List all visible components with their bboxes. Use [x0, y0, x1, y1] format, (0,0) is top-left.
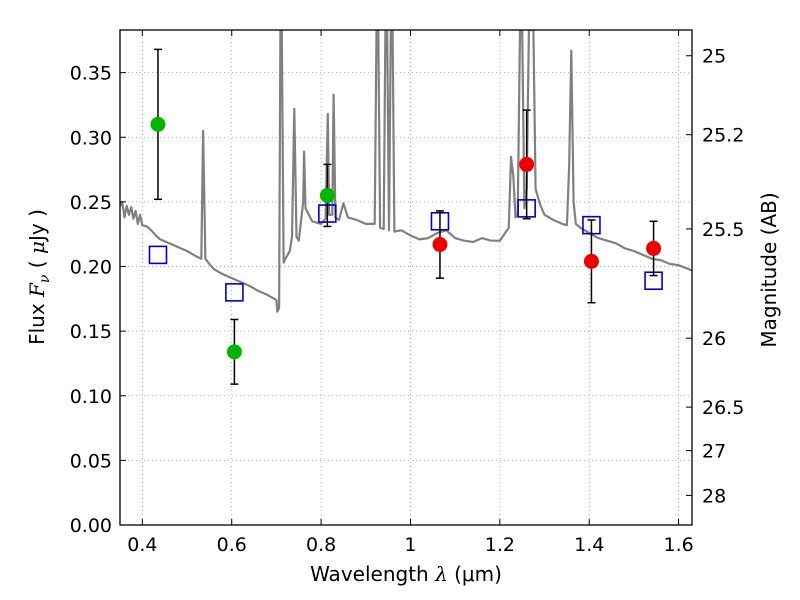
green-point — [226, 344, 242, 360]
x-tick-label: 1.2 — [485, 534, 515, 556]
red-point — [583, 253, 599, 269]
green-point — [319, 187, 335, 203]
green-point — [150, 116, 166, 132]
y-tick-label: 0.10 — [70, 386, 112, 408]
y-tick-label: 0.15 — [70, 321, 112, 343]
y2-tick-label: 28 — [702, 485, 726, 507]
y-tick-label: 0.30 — [70, 127, 112, 149]
y-tick-label: 0.20 — [70, 257, 112, 279]
y-tick-label: 0.25 — [70, 192, 112, 214]
y-tick-label: 0.35 — [70, 63, 112, 85]
spectrum-series — [120, 30, 692, 313]
y-tick-label: 0.00 — [70, 515, 112, 537]
x-tick-label: 0.4 — [127, 534, 157, 556]
y2-tick-label: 26.5 — [702, 397, 744, 419]
spectrum-line — [120, 30, 692, 313]
y2-tick-label: 27 — [702, 441, 726, 463]
x-tick-label: 1 — [404, 534, 416, 556]
x-axis-label: Wavelength λ (μm) — [310, 562, 502, 586]
model-square — [225, 283, 244, 302]
y2-tick-label: 25.2 — [702, 125, 744, 147]
model-square — [148, 245, 168, 265]
y2-axis-label: Magnitude (AB) — [757, 192, 781, 347]
y-axis-label: Flux Fν ( μJy ) — [25, 209, 53, 345]
grid — [120, 30, 692, 526]
data-points — [148, 48, 663, 385]
x-tick-label: 1.6 — [663, 534, 693, 556]
red-point — [519, 156, 535, 172]
y-tick-label: 0.05 — [70, 450, 112, 472]
y2-tick-label: 25.5 — [702, 219, 744, 241]
axis-ticks: 0.4 0.6 0.8 1 1.2 1.4 1.6 0.00 0.05 0.10 0.15 0.20 0… — [70, 30, 744, 556]
plot-frame — [119, 29, 693, 526]
x-tick-label: 0.6 — [217, 534, 247, 556]
x-tick-label: 0.8 — [306, 534, 336, 556]
red-point — [646, 240, 662, 256]
x-tick-label: 1.4 — [574, 534, 604, 556]
y2-tick-label: 25 — [702, 46, 726, 68]
red-point — [432, 237, 448, 253]
y2-tick-label: 26 — [702, 328, 726, 350]
